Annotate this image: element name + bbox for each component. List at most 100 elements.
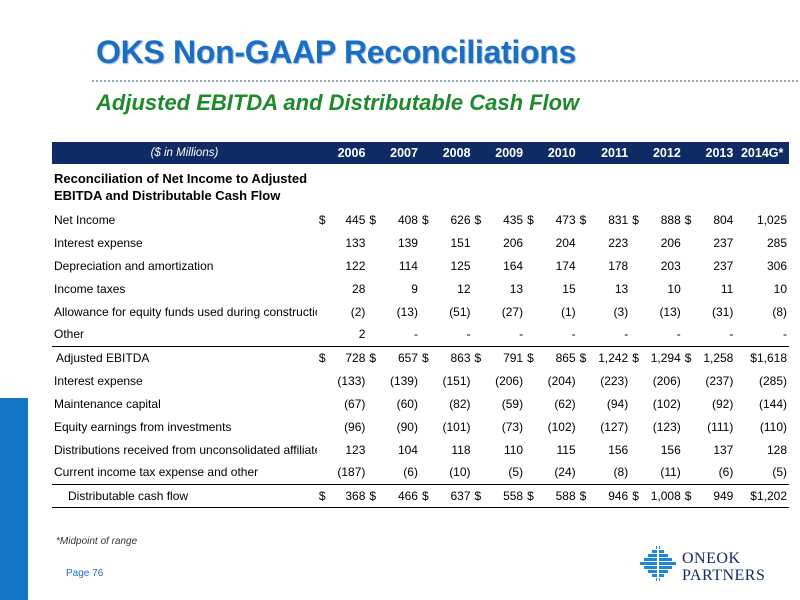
row-label: Interest expense — [54, 373, 143, 388]
currency-cell — [367, 461, 379, 484]
currency-cell — [420, 254, 432, 277]
value-cell: (204) — [547, 373, 576, 388]
currency-cell — [683, 300, 695, 323]
value-cell: (127) — [600, 419, 629, 434]
row-label: Depreciation and amortization — [54, 258, 214, 273]
value-cell: 408 — [397, 212, 418, 227]
year-header: 2010 — [547, 146, 576, 160]
value-cell: 626 — [450, 212, 471, 227]
currency-cell — [630, 438, 642, 461]
currency-cell: $ — [474, 212, 482, 227]
currency-cell — [683, 231, 695, 254]
value-cell: (101) — [442, 419, 471, 434]
currency-cell — [683, 277, 695, 300]
currency-cell — [420, 392, 432, 415]
logo-text: ONEOK PARTNERS — [682, 550, 765, 584]
value-cell: (206) — [495, 373, 524, 388]
units-label: ($ in Millions) — [150, 147, 219, 159]
value-cell: 657 — [379, 345, 420, 369]
table-row: Other 2 - - - - - - - - — [52, 323, 789, 346]
currency-cell — [578, 323, 590, 346]
value-cell: (144) — [758, 396, 787, 411]
currency-cell — [525, 277, 537, 300]
row-label: Distributions received from unconsolidat… — [54, 442, 317, 457]
value-cell: 223 — [608, 235, 629, 250]
currency-cell — [525, 415, 537, 438]
value-cell: 473 — [555, 212, 576, 227]
currency-cell — [578, 369, 590, 392]
value-cell: 15 — [562, 281, 576, 296]
value-cell: (223) — [600, 373, 629, 388]
table-row: Adjusted EBITDA $728 $657 $863 $791 $865 $1,24… — [52, 345, 789, 369]
value-cell: 1,258 — [694, 345, 736, 369]
currency-cell: $ — [682, 345, 695, 369]
currency-cell — [578, 461, 590, 484]
currency-cell: $ — [367, 345, 380, 369]
value-cell: (13) — [396, 304, 418, 319]
value-cell: (5) — [508, 465, 524, 480]
value-cell: 174 — [555, 258, 576, 273]
year-header: 2013 — [705, 146, 734, 160]
currency-cell — [683, 461, 695, 484]
currency-cell — [630, 300, 642, 323]
currency-cell: $ — [632, 212, 639, 227]
title-divider — [92, 80, 798, 82]
currency-cell — [525, 300, 537, 323]
value-cell: 115 — [556, 442, 576, 457]
value-cell: (206) — [652, 373, 681, 388]
value-cell: (6) — [403, 465, 418, 480]
year-header: 2014G* — [740, 146, 784, 160]
value-cell: 13 — [614, 281, 629, 296]
value-cell: 445 — [345, 212, 366, 227]
value-cell: 285 — [766, 235, 787, 250]
currency-cell: $ — [630, 345, 643, 369]
currency-cell — [317, 231, 329, 254]
table-row: Distributions received from unconsolidat… — [52, 438, 789, 461]
row-label: Current income tax expense and other — [54, 465, 259, 480]
currency-cell — [578, 277, 590, 300]
value-cell: 1,242 — [589, 345, 631, 369]
currency-cell — [630, 369, 642, 392]
value-cell: 28 — [352, 281, 366, 296]
value-cell: 125 — [450, 258, 471, 273]
currency-cell — [317, 461, 329, 484]
section-heading-line2: EBITDA and Distributable Cash Flow — [54, 188, 281, 203]
value-cell: (8) — [613, 465, 629, 480]
value-cell: - — [729, 327, 734, 342]
value-cell: (73) — [501, 419, 524, 434]
currency-cell: $ — [527, 212, 534, 227]
value-cell: (67) — [344, 396, 366, 411]
value-cell: 368 — [329, 483, 368, 508]
currency-cell — [578, 415, 590, 438]
value-cell: (24) — [554, 465, 576, 480]
currency-cell — [683, 392, 695, 415]
value-cell: (51) — [449, 304, 471, 319]
value-cell: 435 — [503, 212, 524, 227]
currency-cell — [367, 231, 379, 254]
currency-cell: $ — [419, 345, 433, 369]
value-cell: 466 — [379, 483, 420, 508]
currency-cell: $ — [630, 483, 643, 508]
value-cell: 588 — [537, 483, 578, 508]
value-cell: (60) — [396, 396, 418, 411]
value-cell: 206 — [660, 235, 681, 250]
value-cell: (62) — [554, 396, 576, 411]
value-cell: 204 — [555, 235, 576, 250]
value-cell: 949 — [694, 483, 736, 508]
table-row: Interest expense 133 139 151 206 204 223 206 237… — [52, 231, 789, 254]
value-cell: (11) — [660, 465, 681, 480]
value-cell: - — [413, 327, 418, 342]
currency-cell: $ — [525, 345, 538, 369]
value-cell: (10) — [449, 465, 471, 480]
currency-cell — [683, 323, 695, 346]
row-label: Equity earnings from investments — [54, 419, 232, 434]
currency-cell — [630, 231, 642, 254]
value-cell: 156 — [608, 442, 629, 457]
row-label: Net Income — [54, 212, 116, 227]
value-cell: 237 — [713, 258, 734, 273]
value-cell: - — [571, 327, 576, 342]
value-cell: 110 — [503, 442, 524, 457]
currency-cell — [420, 231, 432, 254]
currency-cell — [630, 254, 642, 277]
value-cell: (5) — [772, 465, 787, 480]
